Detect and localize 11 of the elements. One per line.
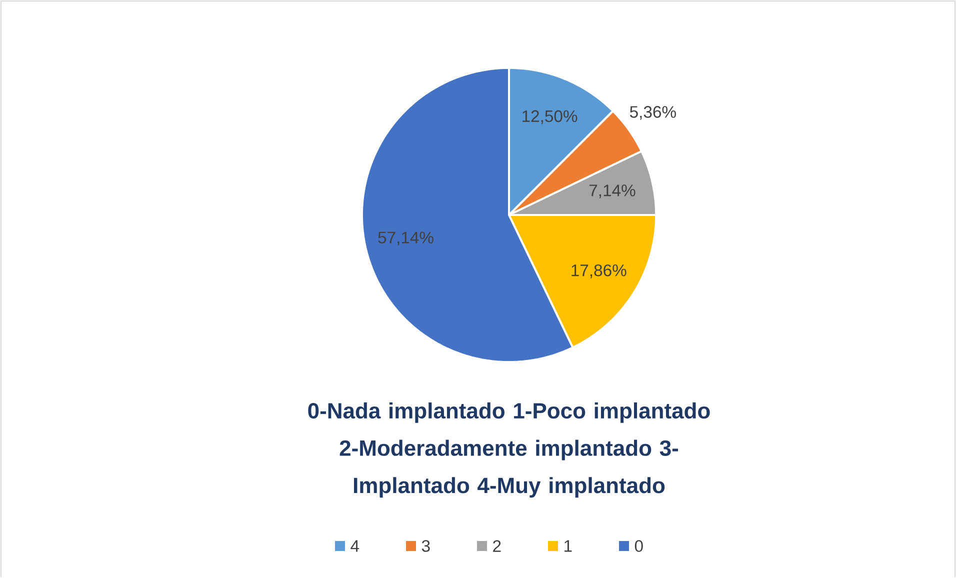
legend-label: 0 <box>634 540 643 552</box>
data-label: 17,86% <box>572 264 626 278</box>
data-label: 7,14% <box>589 184 636 199</box>
text: 0-Nada implantado 1-Poco implantado 2-Moderadamente implantado 3-Implantado 4-Muy implantado <box>308 402 710 498</box>
legend-label: 2 <box>493 540 501 552</box>
data-label: 57,14% <box>378 232 434 246</box>
data-label: 5,36% <box>630 106 676 120</box>
legend-label: 4 <box>350 540 360 552</box>
data-label: 12,50% <box>522 110 578 124</box>
legend-label: 1 <box>564 540 572 552</box>
legend-label: 3 <box>422 540 430 552</box>
